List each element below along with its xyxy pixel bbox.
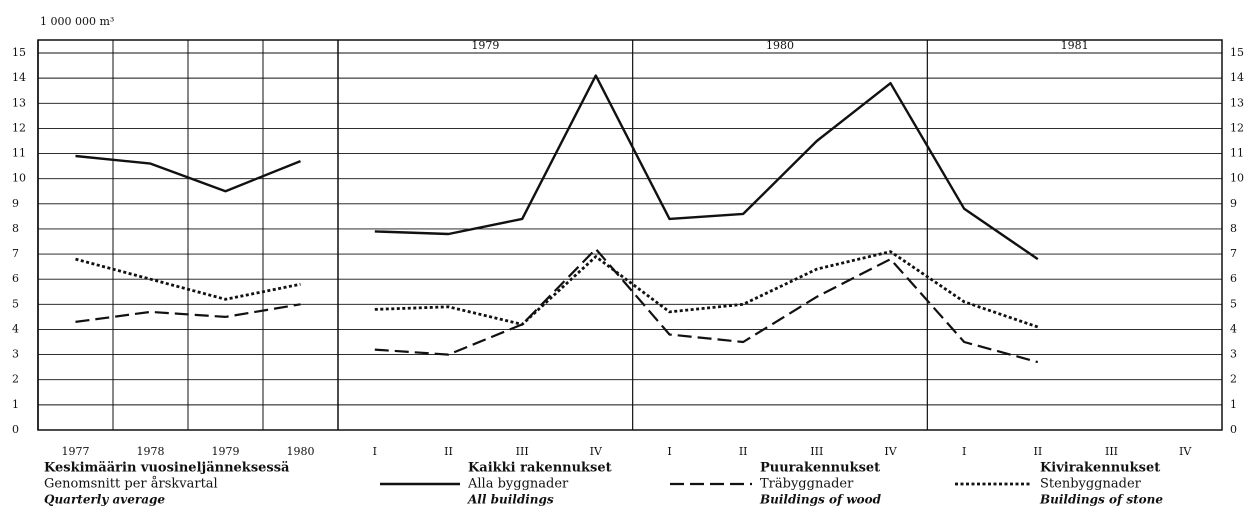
x-tick-label: 1978 bbox=[137, 445, 165, 458]
y-tick-label: 13 bbox=[1230, 96, 1244, 109]
x-tick-label: I bbox=[962, 445, 966, 458]
legend-title: Genomsnitt per årskvartal bbox=[44, 476, 218, 492]
x-tick-label: I bbox=[667, 445, 671, 458]
x-tick-label: IV bbox=[1179, 445, 1192, 458]
y-tick-label: 9 bbox=[1230, 197, 1237, 210]
y-tick-label: 14 bbox=[1230, 71, 1244, 84]
legend-title: Keskimäärin vuosineljänneksessä bbox=[44, 461, 290, 476]
y-tick-label: 10 bbox=[1230, 172, 1244, 185]
y-tick-label: 12 bbox=[12, 121, 26, 134]
x-tick-label: 1977 bbox=[62, 445, 90, 458]
y-tick-label: 14 bbox=[12, 71, 26, 84]
legend-label: Buildings of wood bbox=[759, 493, 882, 507]
x-tick-label: III bbox=[1105, 445, 1118, 458]
series-line bbox=[75, 154, 301, 193]
series-line bbox=[75, 257, 301, 301]
y-tick-label: 1 bbox=[1230, 398, 1237, 411]
y-tick-label: 2 bbox=[12, 373, 19, 386]
y-tick-label: 3 bbox=[1230, 348, 1237, 361]
year-label: 1981 bbox=[1061, 39, 1089, 52]
y-axis-label: 1 000 000 m³ bbox=[40, 15, 114, 28]
y-tick-label: 5 bbox=[1230, 297, 1237, 310]
y-tick-label: 5 bbox=[12, 297, 19, 310]
y-tick-label: 1 bbox=[12, 398, 19, 411]
y-tick-label: 15 bbox=[12, 46, 26, 59]
legend-label: Stenbyggnader bbox=[1040, 477, 1142, 492]
y-tick-label: 11 bbox=[1230, 147, 1244, 160]
y-tick-label: 9 bbox=[12, 197, 19, 210]
frame bbox=[37, 39, 1223, 431]
series-line bbox=[75, 303, 301, 323]
year-label: 1980 bbox=[766, 39, 794, 52]
x-tick-label: III bbox=[516, 445, 529, 458]
y-tick-label: 6 bbox=[12, 272, 19, 285]
y-tick-label: 7 bbox=[12, 247, 19, 260]
y-tick-label: 7 bbox=[1230, 247, 1237, 260]
y-tick-label: 6 bbox=[1230, 272, 1237, 285]
y-tick-label: 4 bbox=[1230, 322, 1237, 335]
legend-label: Träbyggnader bbox=[760, 477, 854, 492]
x-tick-label: IV bbox=[590, 445, 603, 458]
x-tick-label: IV bbox=[884, 445, 897, 458]
legend-label: Kivirakennukset bbox=[1040, 461, 1160, 476]
y-tick-label: 13 bbox=[12, 96, 26, 109]
y-tick-label: 3 bbox=[12, 348, 19, 361]
y-tick-label: 12 bbox=[1230, 121, 1244, 134]
series-line bbox=[374, 247, 1039, 364]
legend-title: Quarterly average bbox=[44, 493, 165, 507]
year-label: 1979 bbox=[471, 39, 499, 52]
x-tick-label: 1980 bbox=[287, 445, 315, 458]
y-tick-label: 8 bbox=[1230, 222, 1237, 235]
legend-label: Buildings of stone bbox=[1039, 493, 1163, 507]
y-tick-label: 2 bbox=[1230, 373, 1237, 386]
x-tick-label: III bbox=[810, 445, 823, 458]
y-tick-label: 4 bbox=[12, 322, 19, 335]
series-line bbox=[374, 250, 1039, 329]
legend-label: Puurakennukset bbox=[760, 461, 880, 476]
y-tick-label: 11 bbox=[12, 147, 26, 160]
y-tick-label: 10 bbox=[12, 172, 26, 185]
legend-label: Kaikki rakennukset bbox=[468, 461, 612, 476]
y-tick-label: 0 bbox=[12, 423, 19, 436]
x-tick-label: II bbox=[444, 445, 453, 458]
y-tick-label: 8 bbox=[12, 222, 19, 235]
x-tick-label: II bbox=[739, 445, 748, 458]
x-tick-label: II bbox=[1033, 445, 1042, 458]
y-tick-label: 15 bbox=[1230, 46, 1244, 59]
legend-label: All buildings bbox=[467, 493, 554, 507]
series-line bbox=[374, 74, 1039, 261]
x-tick-label: I bbox=[373, 445, 377, 458]
x-tick-label: 1979 bbox=[212, 445, 240, 458]
y-tick-label: 0 bbox=[1230, 423, 1237, 436]
legend-label: Alla byggnader bbox=[467, 477, 569, 492]
